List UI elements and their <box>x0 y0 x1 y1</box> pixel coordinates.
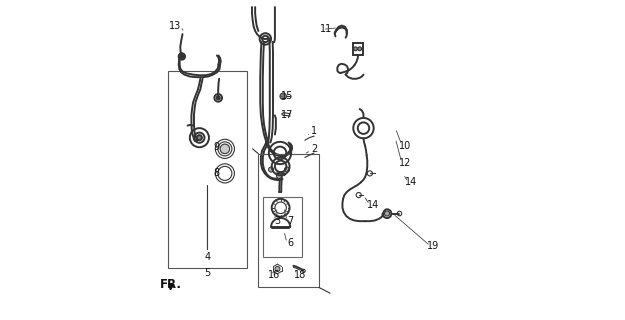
Circle shape <box>280 93 286 100</box>
Text: FR.: FR. <box>160 278 182 291</box>
Circle shape <box>357 47 362 51</box>
Text: 14: 14 <box>367 200 379 210</box>
Circle shape <box>284 167 289 172</box>
Circle shape <box>269 167 274 172</box>
Text: 5: 5 <box>204 268 211 278</box>
Text: 13: 13 <box>169 21 182 31</box>
Text: 4: 4 <box>204 252 211 262</box>
Circle shape <box>217 96 220 100</box>
Circle shape <box>384 211 389 216</box>
Text: 18: 18 <box>294 270 306 280</box>
Text: 10: 10 <box>399 141 411 151</box>
Text: 12: 12 <box>399 158 411 168</box>
Text: 8: 8 <box>213 168 219 178</box>
Text: 11: 11 <box>320 24 332 34</box>
Text: 3: 3 <box>274 216 281 226</box>
Circle shape <box>275 267 280 271</box>
Text: 19: 19 <box>428 241 440 251</box>
Circle shape <box>276 173 282 179</box>
Text: 14: 14 <box>405 177 418 187</box>
Text: 9: 9 <box>213 142 219 152</box>
Circle shape <box>180 55 184 58</box>
Circle shape <box>354 47 357 51</box>
Text: 7: 7 <box>287 216 293 226</box>
Circle shape <box>220 144 229 154</box>
Circle shape <box>197 135 202 140</box>
Text: 17: 17 <box>281 110 293 120</box>
Bar <box>258 154 319 287</box>
Text: 2: 2 <box>311 144 318 154</box>
Bar <box>169 71 247 268</box>
Bar <box>263 197 302 257</box>
Text: 6: 6 <box>287 238 293 248</box>
Text: 16: 16 <box>268 270 280 280</box>
Text: 15: 15 <box>281 91 293 101</box>
Text: 1: 1 <box>311 126 317 136</box>
Bar <box>353 43 363 55</box>
